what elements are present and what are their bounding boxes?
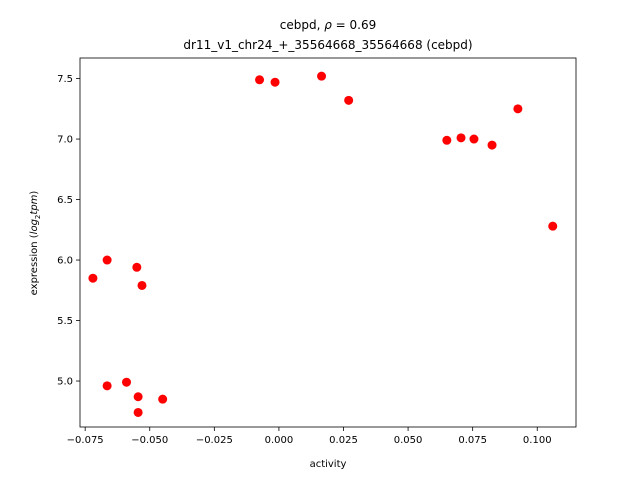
chart-title-line2: dr11_v1_chr24_+_35564668_35564668 (cebpd…: [183, 38, 472, 52]
data-point: [442, 136, 451, 145]
y-axis: 5.0 5.5 6.0 6.5 7.0 7.5: [57, 74, 80, 387]
data-point: [138, 281, 147, 290]
chart-title-line1: cebpd, ρ = 0.69: [280, 18, 377, 32]
y-tick-label: 7.5: [57, 74, 73, 85]
x-tick-label: −0.025: [196, 435, 233, 446]
x-tick-label: −0.050: [131, 435, 168, 446]
data-point: [103, 256, 112, 265]
data-point: [134, 392, 143, 401]
data-point: [488, 141, 497, 150]
x-tick-label: 0.050: [394, 435, 423, 446]
data-point: [122, 378, 131, 387]
y-tick-label: 5.0: [57, 377, 73, 388]
x-tick-label: −0.075: [67, 435, 104, 446]
plot-frame: [80, 58, 576, 427]
y-tick-label: 6.5: [57, 195, 73, 206]
x-tick-label: 0.075: [458, 435, 487, 446]
data-point: [271, 78, 280, 87]
x-axis: −0.075 −0.050 −0.025 0.000 0.025 0.050 0.075 0.…: [67, 427, 552, 446]
y-axis-label: expression (log2tpm): [29, 191, 42, 296]
data-point: [548, 222, 557, 231]
data-point: [88, 274, 97, 283]
data-point: [255, 75, 264, 84]
data-point: [103, 381, 112, 390]
data-point: [158, 395, 167, 404]
y-tick-label: 6.0: [57, 256, 73, 267]
data-point: [344, 96, 353, 105]
data-point: [513, 104, 522, 113]
data-point: [132, 263, 141, 272]
data-point: [469, 135, 478, 144]
points-layer: [88, 72, 557, 417]
x-axis-label: activity: [310, 459, 347, 470]
x-tick-label: 0.100: [523, 435, 552, 446]
y-tick-label: 7.0: [57, 135, 73, 146]
data-point: [457, 133, 466, 142]
data-point: [134, 408, 143, 417]
data-point: [317, 72, 326, 81]
y-tick-label: 5.5: [57, 316, 73, 327]
x-tick-label: 0.000: [265, 435, 294, 446]
x-tick-label: 0.025: [329, 435, 358, 446]
